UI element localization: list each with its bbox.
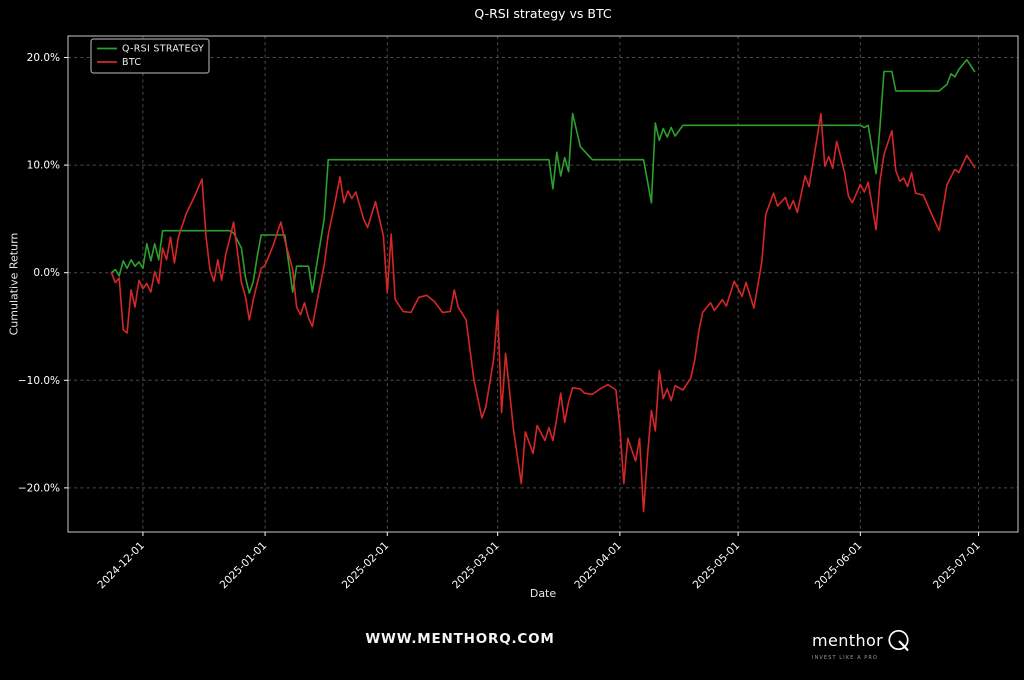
x-axis-label: Date [529,587,557,600]
brand-tagline: INVEST LIKE A PRO [812,655,879,661]
x-tick-label: 2025-07-01 [931,540,983,592]
brand-q-icon [888,629,909,652]
brand-logo: menthor INVEST LIKE A PRO [812,628,911,661]
watermark-text: WWW.MENTHORQ.COM [365,631,555,647]
x-tick-label: 2025-04-01 [572,540,624,592]
plot-border [67,35,1019,533]
x-tick-label: 2025-03-01 [450,540,502,592]
y-tick-label: −10.0% [18,375,60,387]
brand-name: menthor [812,631,884,650]
x-tick-label: 2025-01-01 [218,540,270,592]
y-tick-label: 10.0% [27,160,60,172]
x-tick-label: 2025-02-01 [340,540,392,592]
series-btc-line [110,112,976,513]
x-tick-label: 2025-05-01 [691,540,743,592]
legend-label-btc: BTC [122,57,141,68]
x-tick-label: 2024-12-01 [95,540,147,592]
chart-title: Q-RSI strategy vs BTC [474,6,612,21]
legend-label-qrsi: Q-RSI STRATEGY [122,44,204,55]
y-tick-label: 0.0% [33,267,60,279]
x-tick-label: 2025-06-01 [813,540,865,592]
y-tick-label: −20.0% [18,482,60,494]
legend-box [90,38,210,74]
y-tick-label: 20.0% [27,52,60,64]
